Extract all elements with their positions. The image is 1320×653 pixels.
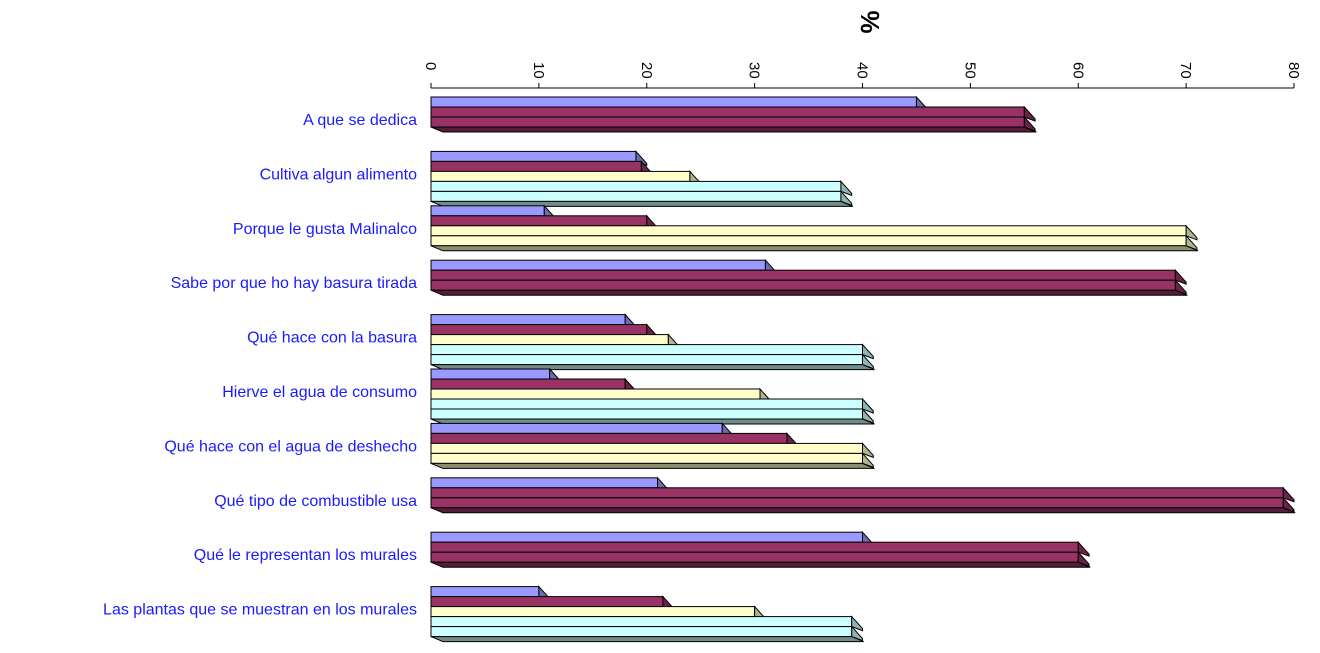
- bar: [430, 150, 637, 162]
- tick-label: 40: [854, 62, 871, 79]
- bar: [430, 477, 659, 489]
- bar: [430, 432, 788, 444]
- tick-label: 80: [1285, 62, 1302, 79]
- bar: [430, 205, 545, 217]
- bar-floor: [430, 561, 1091, 568]
- bar: [430, 442, 863, 454]
- bar: [430, 422, 723, 434]
- bar-side: [1023, 105, 1036, 122]
- bar: [430, 541, 1079, 553]
- bar: [430, 497, 1284, 509]
- axis-title: %: [855, 10, 885, 33]
- category-label: Hierve el agua de consumo: [222, 384, 417, 401]
- bar: [430, 616, 853, 628]
- category-label: Qué hace con la basura: [247, 330, 417, 347]
- bar-floor: [430, 462, 875, 469]
- bar: [430, 408, 863, 420]
- bar: [430, 334, 669, 346]
- bar-side: [851, 615, 864, 632]
- tick-label: 50: [961, 62, 978, 79]
- category-label: Qué le representan los murales: [194, 547, 417, 564]
- bar: [430, 259, 766, 271]
- bar-side: [840, 180, 853, 197]
- bar: [430, 235, 1187, 247]
- bar-group: [430, 585, 864, 643]
- bar-floor: [430, 364, 875, 371]
- bar: [430, 190, 842, 202]
- bar: [430, 269, 1176, 281]
- tick-label: 60: [1069, 62, 1086, 79]
- bar-side: [1077, 540, 1090, 557]
- bar-floor: [430, 507, 1296, 514]
- bar: [430, 531, 863, 543]
- bar-side: [1282, 486, 1295, 503]
- category-label: Cultiva algun alimento: [260, 166, 418, 183]
- bar: [430, 551, 1079, 563]
- bar: [430, 586, 540, 598]
- tick-label: 0: [422, 62, 439, 70]
- bar-side: [862, 397, 874, 414]
- value-axis: 0 10 20 30 40 50 60 70 80: [422, 62, 1302, 89]
- bar-group: [430, 367, 875, 425]
- bar: [430, 368, 551, 380]
- bar-group: [430, 476, 1296, 514]
- bar-side: [862, 442, 874, 459]
- bar: [430, 388, 761, 400]
- category-labels: A que se dedica Cultiva algun alimento Por…: [103, 112, 417, 619]
- bar: [430, 170, 691, 182]
- bar-floor: [430, 200, 854, 207]
- bar-floor: [430, 418, 875, 425]
- bar-group: [430, 313, 875, 371]
- bar: [430, 324, 648, 336]
- bar-floor: [430, 636, 864, 643]
- category-label: Qué tipo de combustible usa: [214, 493, 417, 510]
- bar: [430, 398, 863, 410]
- bar: [430, 160, 642, 172]
- bar-group: [430, 530, 1091, 568]
- category-label: Sabe por que ho hay basura tirada: [171, 275, 418, 292]
- bar: [430, 354, 863, 366]
- bar: [430, 279, 1176, 291]
- tick-label: 70: [1177, 62, 1194, 79]
- bar: [430, 626, 853, 638]
- bar: [430, 452, 863, 464]
- bar-group: [430, 204, 1199, 252]
- category-label: Porque le gusta Malinalco: [233, 221, 417, 238]
- bar-group: [430, 258, 1188, 296]
- bar-group: [430, 422, 875, 469]
- bar-floor: [430, 126, 1037, 133]
- bar-floor: [430, 289, 1188, 296]
- category-label: A que se dedica: [303, 112, 417, 129]
- bar-side: [1185, 224, 1198, 241]
- bar: [430, 596, 664, 608]
- bar: [430, 606, 756, 618]
- bar: [430, 225, 1187, 237]
- bar-side: [1174, 268, 1187, 285]
- bar: [430, 314, 626, 326]
- category-label: Qué hace con el agua de deshecho: [164, 438, 417, 455]
- bar: [430, 106, 1025, 118]
- bars: [430, 95, 1296, 643]
- category-label: Las plantas que se muestran en los mural…: [103, 602, 417, 619]
- bar: [430, 180, 842, 192]
- tick-label: 10: [530, 62, 547, 79]
- bar: [430, 96, 917, 108]
- bar-side: [862, 343, 874, 360]
- bar: [430, 487, 1284, 499]
- tick-label: 20: [638, 62, 655, 79]
- bar-group: [430, 150, 854, 207]
- bar: [430, 378, 626, 390]
- bar: [430, 116, 1025, 128]
- bar: [430, 344, 863, 356]
- tick-label: 30: [746, 62, 763, 79]
- bar-floor: [430, 245, 1199, 252]
- bar: [430, 215, 648, 227]
- bar-group: [430, 95, 1037, 133]
